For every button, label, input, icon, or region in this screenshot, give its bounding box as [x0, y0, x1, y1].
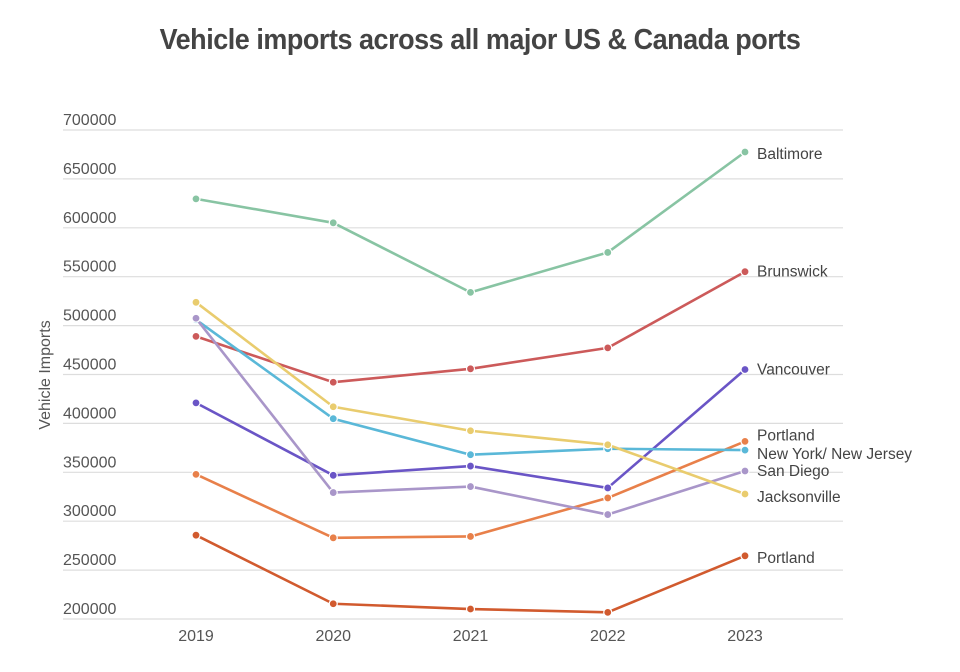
series-san-diego [191, 313, 750, 520]
series-label: Brunswick [757, 264, 828, 281]
y-tick-label: 550000 [63, 259, 116, 276]
series-jacksonville [191, 297, 750, 499]
data-point [465, 426, 476, 436]
y-tick-label: 700000 [63, 112, 116, 129]
series-label: Portland [757, 550, 815, 567]
data-point [465, 450, 476, 460]
y-tick-label: 200000 [63, 601, 116, 618]
x-axis-ticks: 2019 2020 2021 2022 2023 [178, 628, 763, 645]
data-point [191, 331, 201, 341]
x-tick-label: 2020 [315, 628, 351, 645]
chart-title: Vehicle imports across all major US & Ca… [159, 24, 801, 56]
data-point [465, 531, 476, 542]
data-point [740, 364, 750, 375]
data-point [328, 377, 338, 387]
data-point [740, 551, 750, 561]
data-point [465, 604, 476, 614]
series-label: Jacksonville [757, 489, 841, 506]
data-point [191, 297, 201, 307]
y-axis-ticks: 200000 250000 300000 350000 400000 450000 5000… [63, 112, 116, 618]
series-labels: Baltimore Brunswick Vancouver Portland New Y… [757, 146, 912, 567]
data-point [740, 466, 750, 476]
data-point [191, 530, 201, 540]
data-point [191, 398, 201, 408]
data-point [465, 364, 476, 374]
series-portland [191, 530, 750, 617]
series [191, 147, 750, 617]
y-tick-label: 600000 [63, 210, 116, 227]
series-label: Portland [757, 427, 815, 444]
data-point [191, 313, 201, 323]
data-point [740, 489, 750, 499]
y-tick-label: 400000 [63, 405, 116, 422]
series-brunswick [191, 267, 750, 387]
data-point [191, 469, 201, 479]
y-tick-label: 650000 [63, 161, 116, 178]
x-tick-label: 2022 [590, 628, 626, 645]
data-point [603, 247, 613, 258]
series-label: San Diego [757, 463, 829, 480]
data-point [328, 402, 338, 412]
x-tick-label: 2021 [453, 628, 489, 645]
series-label: Baltimore [757, 146, 822, 163]
data-point [603, 493, 613, 503]
data-point [328, 470, 338, 480]
data-point [603, 509, 613, 520]
x-tick-label: 2023 [727, 628, 763, 645]
data-point [328, 533, 338, 543]
y-tick-label: 350000 [63, 454, 116, 471]
data-point [465, 287, 476, 297]
data-point [740, 445, 750, 455]
data-point [191, 194, 201, 204]
series-label: Vancouver [757, 362, 830, 379]
series-line [195, 150, 746, 294]
series-portland [191, 436, 750, 543]
x-tick-label: 2019 [178, 628, 214, 645]
y-tick-label: 300000 [63, 503, 116, 520]
y-tick-label: 250000 [63, 552, 116, 569]
series-line [195, 534, 746, 614]
data-point [465, 461, 476, 471]
data-point [465, 481, 476, 492]
data-point [603, 607, 613, 617]
gridlines [63, 129, 843, 620]
data-point [740, 147, 750, 157]
data-point [328, 487, 338, 498]
y-tick-label: 450000 [63, 357, 116, 374]
y-axis-label: Vehicle Imports [37, 320, 54, 429]
data-point [603, 440, 613, 450]
data-point [328, 218, 338, 228]
data-point [603, 483, 613, 493]
y-tick-label: 500000 [63, 308, 116, 325]
series-baltimore [191, 147, 750, 297]
data-point [740, 436, 750, 446]
series-label: New York/ New Jersey [757, 446, 912, 463]
data-point [328, 599, 338, 609]
data-point [603, 343, 613, 353]
data-point [328, 414, 338, 424]
data-point [740, 267, 750, 277]
